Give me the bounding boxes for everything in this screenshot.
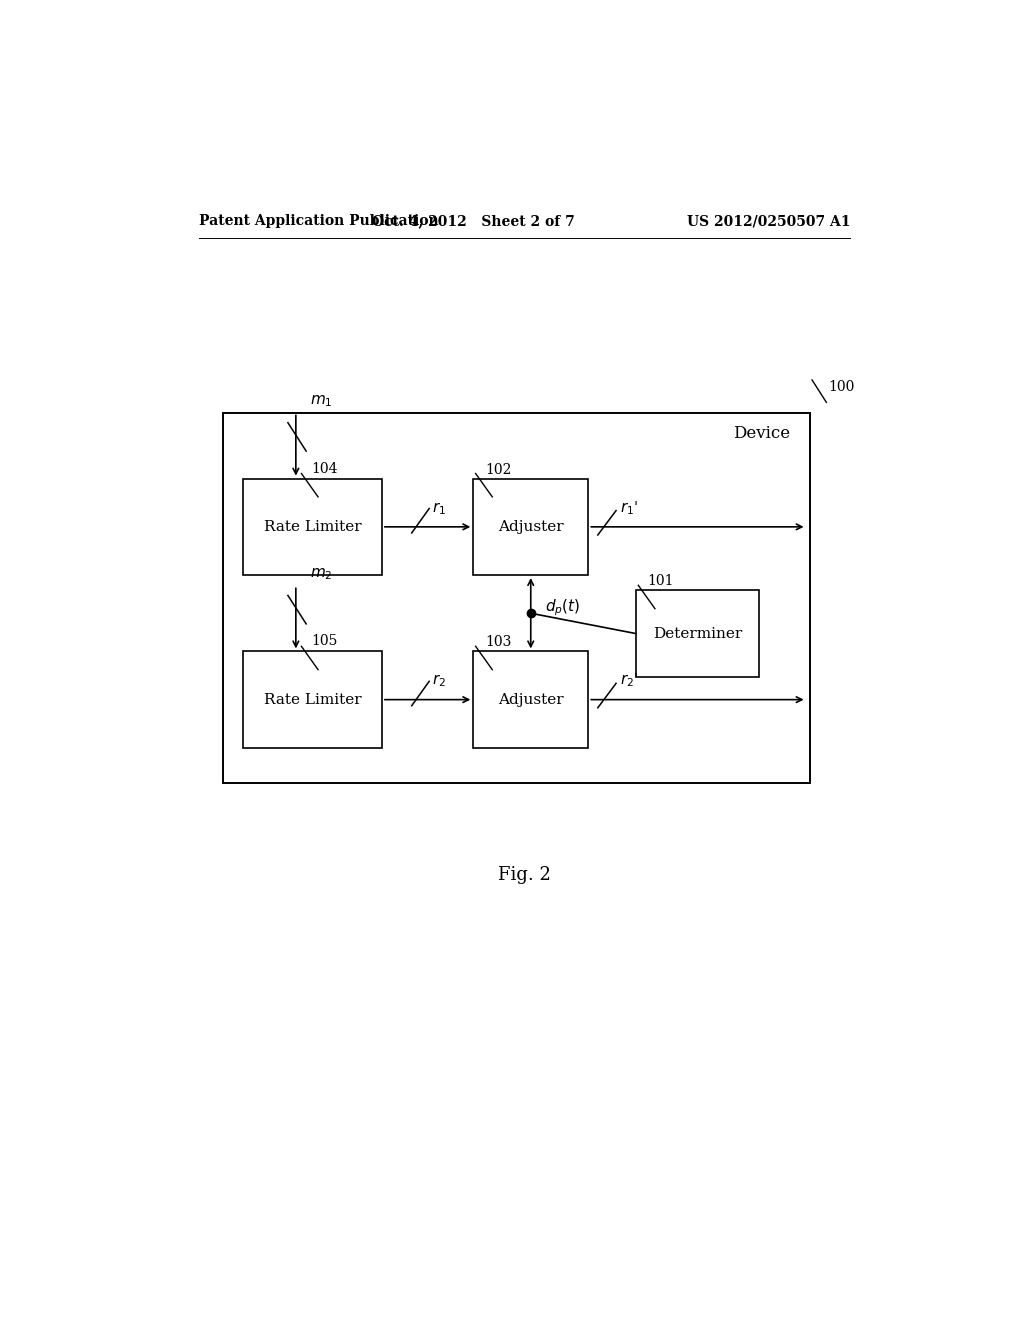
Text: $r_1$': $r_1$' [620, 499, 638, 516]
Text: $r_2$: $r_2$ [431, 673, 445, 689]
Text: 101: 101 [648, 574, 675, 589]
Text: $m_1$: $m_1$ [310, 393, 333, 409]
Bar [473, 479, 588, 576]
Bar [223, 413, 811, 784]
Text: 104: 104 [311, 462, 338, 475]
Bar [636, 590, 759, 677]
Text: $r_1$: $r_1$ [431, 500, 445, 516]
Text: $m_2$: $m_2$ [310, 566, 333, 582]
Text: Adjuster: Adjuster [498, 693, 563, 706]
Text: Fig. 2: Fig. 2 [499, 866, 551, 884]
Text: 100: 100 [828, 380, 854, 395]
Text: Device: Device [733, 425, 791, 442]
Text: Rate Limiter: Rate Limiter [264, 520, 361, 533]
Text: Adjuster: Adjuster [498, 520, 563, 533]
Text: Determiner: Determiner [652, 627, 742, 640]
Text: 103: 103 [485, 635, 512, 649]
Text: Rate Limiter: Rate Limiter [264, 693, 361, 706]
Text: 105: 105 [311, 635, 338, 648]
Bar [243, 479, 382, 576]
Bar [473, 651, 588, 748]
Text: 102: 102 [485, 462, 512, 477]
Text: Oct. 4, 2012   Sheet 2 of 7: Oct. 4, 2012 Sheet 2 of 7 [372, 214, 574, 228]
Text: $d_p(t)$: $d_p(t)$ [545, 598, 581, 619]
Text: Patent Application Publication: Patent Application Publication [200, 214, 439, 228]
Text: $r_2$': $r_2$' [620, 672, 638, 689]
Text: US 2012/0250507 A1: US 2012/0250507 A1 [687, 214, 850, 228]
Bar [243, 651, 382, 748]
